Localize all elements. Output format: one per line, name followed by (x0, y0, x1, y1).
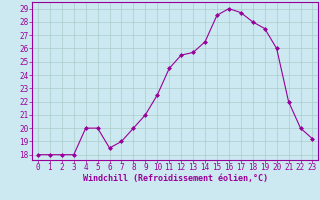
X-axis label: Windchill (Refroidissement éolien,°C): Windchill (Refroidissement éolien,°C) (83, 174, 268, 183)
